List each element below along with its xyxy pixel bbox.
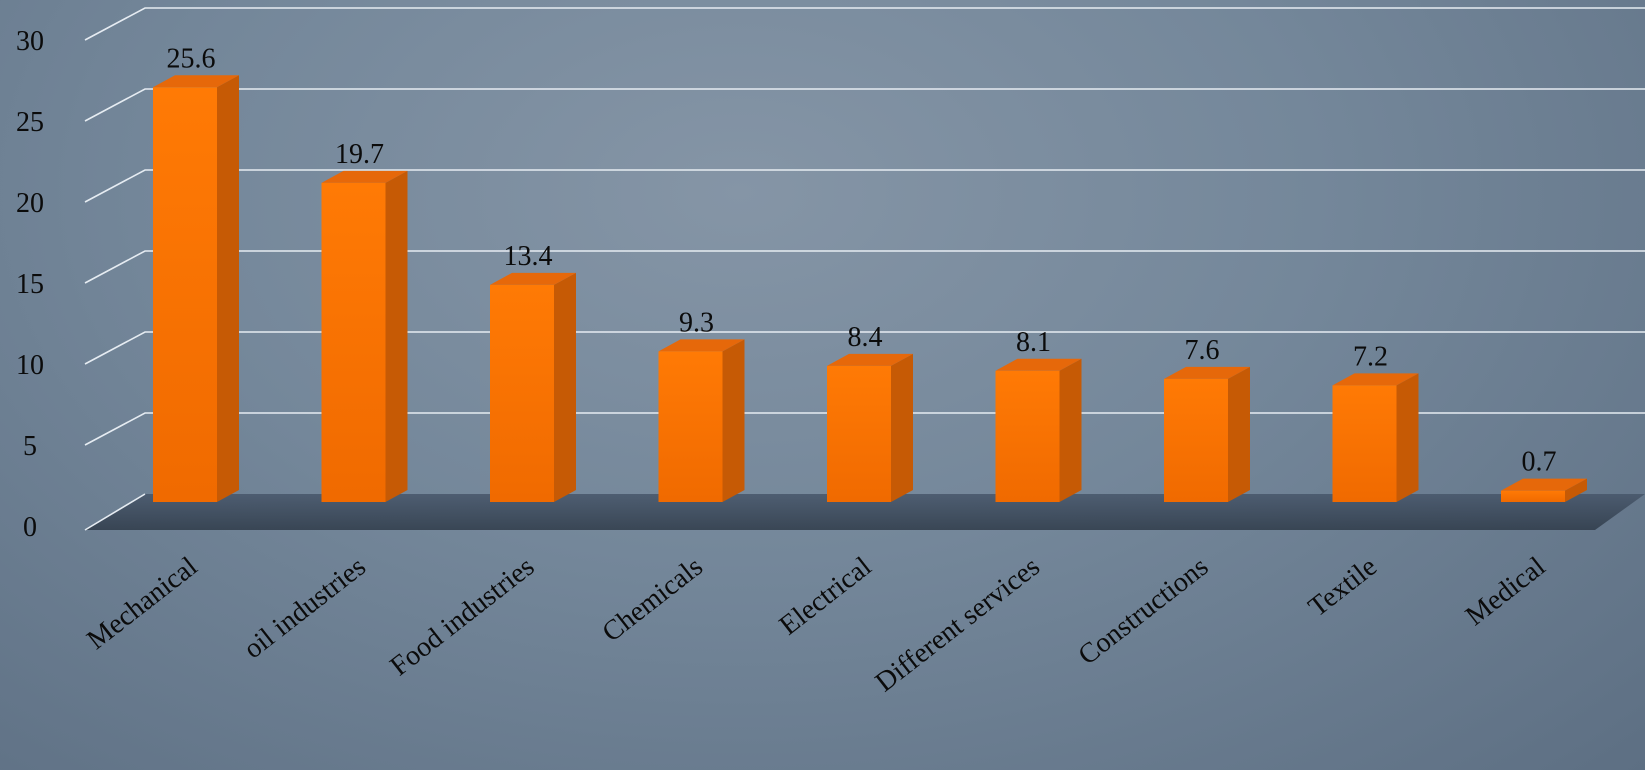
bar-front [1332,385,1397,502]
bar-side [1396,373,1419,502]
category-label: Mechanical [81,551,203,656]
y-tick-label: 10 [16,350,44,381]
bar-4 [827,353,913,502]
bar-1 [321,170,408,503]
bar-6 [1164,366,1250,502]
category-label: Electrical [774,551,878,642]
bar-0 [153,75,239,502]
chart-floor [84,493,1645,531]
data-label: 8.4 [848,322,883,353]
data-label: 25.6 [167,43,216,74]
bar-front [490,284,554,502]
y-tick-label: 5 [23,431,37,462]
bar-side [217,75,239,502]
data-label: 8.1 [1016,327,1051,358]
bars [153,75,1587,503]
bar-8 [1501,478,1587,502]
category-label: Different services [870,551,1046,698]
gridline [84,250,1645,284]
category-label: Chemicals [597,551,709,648]
bar-3 [658,339,745,502]
bar-top [490,272,576,285]
bar-side [891,353,913,502]
bar-front [827,365,891,502]
bar-2 [490,272,576,502]
bar-front [658,351,723,502]
y-tick-label: 15 [16,269,44,300]
bar-front [1164,378,1228,502]
gridlines [84,7,1645,446]
category-label: oil industries [238,551,372,665]
bar-front [321,182,386,503]
bar-front [995,370,1060,502]
gridline [84,7,1645,41]
data-labels: 25.6 19.7 13.4 9.3 8.4 8.1 7.6 7.2 0.7 [167,43,1557,477]
category-label: Medical [1460,551,1552,632]
data-label: 9.3 [679,307,714,338]
bar-top [1501,478,1587,491]
y-tick-label: 25 [16,107,44,138]
bar-side [385,170,408,503]
bar-side [1059,358,1082,502]
category-label: Textile [1303,551,1383,623]
bar-top [1332,373,1419,386]
data-label: 7.2 [1353,341,1388,372]
bar-5 [995,358,1082,502]
bar-front [1501,490,1565,502]
bar-top [995,358,1082,371]
bar-top [1164,366,1250,379]
y-tick-label: 20 [16,188,44,219]
category-label: Food industries [385,551,541,682]
data-label: 19.7 [335,139,384,170]
bar-top [321,170,408,183]
data-label: 7.6 [1185,335,1220,366]
data-label: 13.4 [504,241,553,272]
bar-front [153,87,217,502]
bar-top [827,353,913,366]
bar-7 [1332,373,1419,502]
floor-edge [84,493,146,531]
gridline [84,169,1645,203]
floor-plane [85,494,1645,530]
bar-side [722,339,745,502]
data-label: 0.7 [1522,447,1557,478]
y-tick-label: 0 [23,512,37,543]
category-labels: Mechanical oil industries Food industries C… [81,551,1551,698]
bar-side [554,272,576,502]
category-label: Constructions [1073,551,1215,671]
bar-side [1228,366,1250,502]
gridline [84,331,1645,365]
gridline [84,412,1645,446]
y-axis-ticks: 0 5 10 15 20 25 30 [16,26,44,543]
y-tick-label: 30 [16,26,44,57]
bar-top [658,339,745,352]
bar-side [1565,478,1587,502]
gridline [84,88,1645,122]
bar-top [153,75,239,88]
